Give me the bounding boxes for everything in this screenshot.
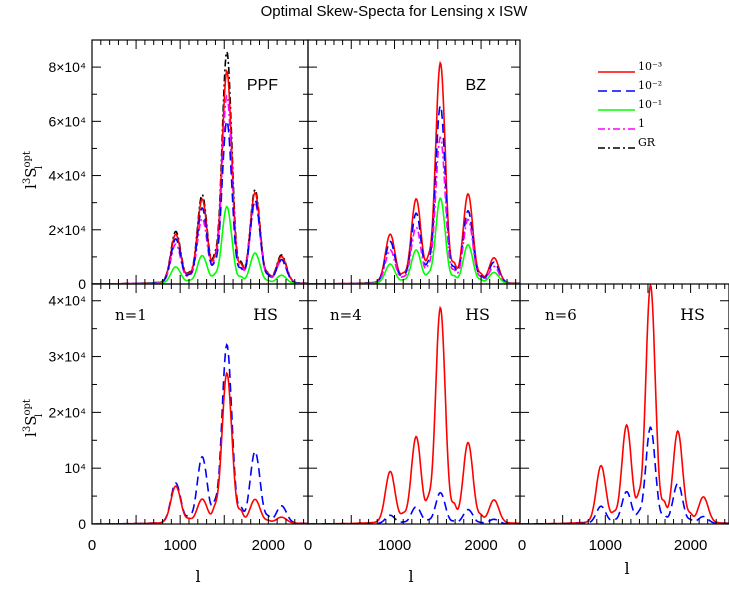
x-tick-label: 2000	[252, 537, 285, 554]
series-line-top-middle-1	[308, 104, 520, 284]
series-line-bottom-left-0	[92, 343, 308, 524]
panels: 0 2×10⁴ 4×10⁴ 6×10⁴ 8×10⁴ PPF BZ 0 10⁴ 2×10⁴ 3×10⁴…	[48, 39, 729, 554]
panel-label: HS	[253, 305, 278, 324]
panel-top-middle: BZ	[307, 39, 521, 285]
y-tick-label: 2×10⁴	[48, 222, 86, 238]
y-tick-label: 3×10⁴	[48, 349, 86, 365]
y-tick-label: 0	[78, 516, 86, 532]
series-line-top-left-2	[92, 94, 308, 284]
panel-top-left: 0 2×10⁴ 4×10⁴ 6×10⁴ 8×10⁴ PPF	[48, 39, 309, 292]
x-tick-label: 1000	[378, 537, 411, 554]
panel-label: PPF	[247, 77, 278, 94]
panel-label: HS	[680, 305, 705, 324]
x-tick-label: 0	[88, 537, 96, 554]
legend-label: GR	[638, 136, 656, 149]
panel-sublabel: n=4	[330, 306, 362, 324]
series-line-bottom-middle-0	[308, 305, 520, 524]
series-line-top-left-1	[92, 69, 308, 284]
legend-label: 1	[638, 117, 645, 130]
y-tick-label: 2×10⁴	[48, 404, 86, 420]
legend-label: 10⁻²	[638, 79, 662, 92]
y-tick-label: 8×10⁴	[48, 59, 86, 75]
y-tick-label: 10⁴	[64, 460, 86, 476]
series-line-top-middle-0	[308, 60, 520, 284]
panel-sublabel: n=1	[115, 306, 147, 324]
y-tick-label: 0	[78, 276, 86, 292]
x-tick-label: 1000	[163, 537, 196, 554]
panel-bottom-left: 0 10⁴ 2×10⁴ 3×10⁴ 4×10⁴ 0 1000 2000 HS n=1	[48, 283, 309, 554]
panel-frame-bottom-right	[519, 283, 729, 525]
figure-title: Optimal Skew-Specta for Lensing x ISW	[261, 3, 529, 20]
x-axis-label-right: l	[624, 559, 629, 578]
y-axis-label-top: l3Soptl	[22, 151, 45, 189]
x-tick-label: 2000	[464, 537, 497, 554]
panel-bottom-middle: 0 1000 2000 HS n=4	[304, 283, 521, 554]
x-tick-label: 0	[304, 537, 312, 554]
x-tick-label: 1000	[589, 537, 622, 554]
panel-label: BZ	[466, 77, 487, 94]
y-tick-label: 4×10⁴	[48, 168, 86, 184]
series-line-bottom-middle-1	[308, 491, 520, 524]
y-tick-label: 4×10⁴	[48, 293, 86, 309]
panel-bottom-right: 0 1000 2000 HS n=6	[518, 283, 729, 554]
x-tick-label: 0	[518, 537, 526, 554]
x-axis-label-left: l	[195, 567, 200, 586]
legend-label: 10⁻¹	[638, 98, 662, 111]
y-axis-label-bottom: l3Soptl	[22, 399, 45, 437]
legend: 10⁻³ 10⁻² 10⁻¹ 1 GR	[598, 60, 662, 149]
series-line-bottom-left-1	[92, 371, 308, 524]
panel-sublabel: n=6	[545, 306, 577, 324]
legend-label: 10⁻³	[638, 60, 662, 73]
x-tick-label: 2000	[674, 537, 707, 554]
panel-label: HS	[465, 305, 490, 324]
x-axis-label-middle: l	[408, 567, 413, 586]
y-tick-label: 6×10⁴	[48, 113, 86, 129]
panel-frame-top-middle	[307, 39, 521, 285]
